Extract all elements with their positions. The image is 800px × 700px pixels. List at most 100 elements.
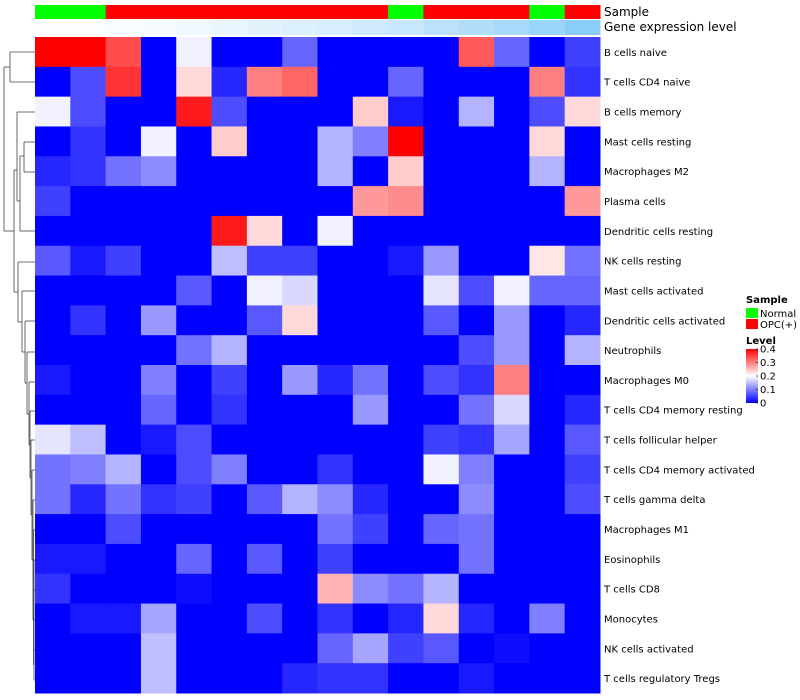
sample-annotation-cell [388, 5, 424, 19]
expression-annotation-cell [494, 20, 530, 35]
heatmap-cell [35, 96, 71, 127]
heatmap-cell [423, 335, 460, 366]
heatmap-cell [70, 245, 107, 277]
heatmap-cell [458, 603, 495, 634]
heatmap-cell [70, 126, 107, 157]
heatmap-cell [176, 66, 213, 98]
row-label: B cells memory [604, 108, 681, 119]
heatmap-cell [423, 424, 460, 455]
heatmap-cell [494, 543, 530, 575]
heatmap-cell [423, 603, 460, 634]
heatmap-cell [388, 663, 424, 694]
heatmap-cell [35, 663, 71, 694]
heatmap-cell [564, 573, 601, 605]
heatmap-cell [564, 394, 601, 426]
heatmap-cell [423, 543, 460, 575]
heatmap-cell [282, 126, 318, 157]
sample-annotation-cell [105, 5, 142, 19]
heatmap-cell [105, 633, 142, 664]
heatmap-cell [388, 633, 424, 664]
heatmap-cell [105, 543, 142, 575]
heatmap-cell [105, 424, 142, 455]
heatmap-cell [35, 275, 71, 306]
heatmap-cell [105, 573, 142, 605]
heatmap-cell [35, 245, 71, 277]
heatmap-cell [388, 424, 424, 455]
heatmap-cell [494, 126, 530, 157]
heatmap-cell [35, 215, 71, 247]
heatmap-cell [529, 215, 566, 247]
row-label: Mast cells activated [604, 286, 703, 297]
heatmap-cell [140, 514, 177, 545]
heatmap-cell [494, 484, 530, 515]
legend-sample-title: Sample [746, 295, 788, 306]
heatmap-cell [564, 156, 601, 187]
heatmap-cell [282, 543, 318, 575]
heatmap-cell [105, 156, 142, 187]
heatmap-cell [458, 424, 495, 455]
heatmap-cell [211, 215, 248, 247]
heatmap-cell [529, 484, 566, 515]
heatmap-cell [564, 454, 601, 485]
heatmap-cell [458, 96, 495, 127]
heatmap-cell [176, 514, 213, 545]
sample-annotation-cell [176, 5, 213, 19]
heatmap-cell [140, 663, 177, 694]
heatmap-cell [282, 454, 318, 485]
heatmap-cell [423, 365, 460, 396]
heatmap-cell [564, 603, 601, 634]
heatmap-cell [140, 394, 177, 426]
expression-annotation-cell [388, 20, 424, 35]
heatmap-cell [70, 663, 107, 694]
heatmap-cell [564, 215, 601, 247]
heatmap-cell [317, 514, 354, 545]
heatmap-cell [529, 245, 566, 277]
legend-level-tick-label: 0.4 [760, 345, 776, 356]
heatmap-cell [176, 96, 213, 127]
heatmap-cell [529, 186, 566, 217]
heatmap-cell [140, 484, 177, 515]
heatmap-cell [105, 66, 142, 98]
heatmap-cell [105, 365, 142, 396]
sample-annotation-cell [458, 5, 495, 19]
legend-level-tick-label: 0 [760, 399, 766, 410]
heatmap-cell [176, 454, 213, 485]
heatmap-cell [176, 365, 213, 396]
row-label: T cells CD4 memory resting [603, 406, 743, 417]
heatmap-cell [176, 126, 213, 157]
heatmap-cell [494, 305, 530, 336]
heatmap-cell [246, 514, 283, 545]
row-label: T cells follicular helper [603, 436, 718, 447]
heatmap-cell [176, 37, 213, 68]
heatmap-cell [211, 156, 248, 187]
heatmap-cell [529, 37, 566, 68]
heatmap-cell [529, 424, 566, 455]
heatmap-cell [246, 484, 283, 515]
heatmap-cell [529, 156, 566, 187]
heatmap-cell [317, 663, 354, 694]
expression-annotation-label: Gene expression level [604, 20, 737, 34]
heatmap-cell [423, 186, 460, 217]
heatmap-cell [352, 215, 389, 247]
sample-annotation-bar [35, 5, 601, 19]
heatmap-cell [105, 96, 142, 127]
heatmap-cell [70, 633, 107, 664]
heatmap-cell [140, 275, 177, 306]
heatmap-cell [317, 215, 354, 247]
heatmap-cell [282, 514, 318, 545]
heatmap-cell [423, 394, 460, 426]
heatmap-cell [423, 454, 460, 485]
row-label: Neutrophils [604, 346, 661, 357]
heatmap-cell [423, 215, 460, 247]
expression-annotation-cell [246, 20, 283, 35]
sample-annotation-cell [282, 5, 318, 19]
heatmap-cell [176, 603, 213, 634]
heatmap-cell [388, 603, 424, 634]
heatmap-cell [388, 126, 424, 157]
expression-annotation-cell [35, 20, 71, 35]
heatmap-cell [35, 454, 71, 485]
heatmap-cell [317, 305, 354, 336]
heatmap-cell [458, 245, 495, 277]
heatmap-cell [458, 514, 495, 545]
heatmap-cell [70, 66, 107, 98]
